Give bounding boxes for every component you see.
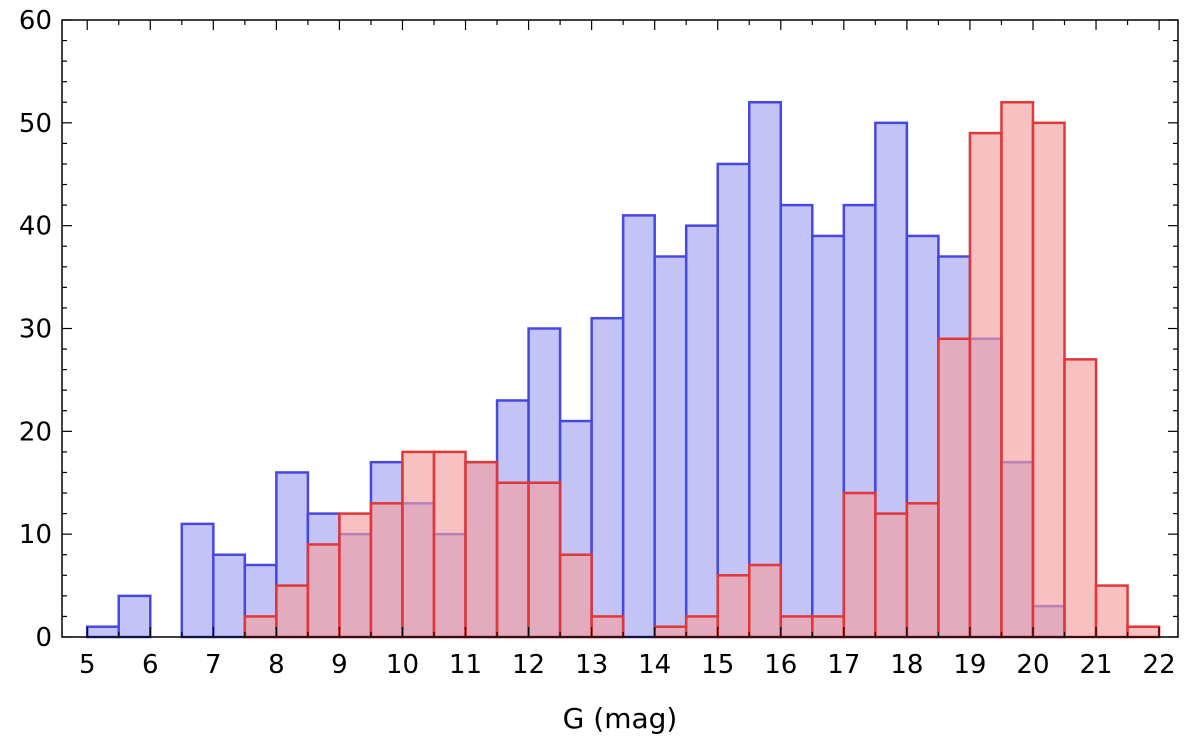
x-tick-label-5: 5 <box>79 650 96 680</box>
histogram-bar-series-1-bin-8 <box>495 481 530 639</box>
histogram-bar-series-1-bin-18 <box>811 615 846 639</box>
tick-labels-layer: 5 6 7 8 9 10 11 12 13 14 15 16 17 18 19 20 21 22 0 10 20 30 40… <box>19 6 1176 680</box>
histogram-bar-series-1-bin-20 <box>874 512 909 639</box>
x-tick-label-13: 13 <box>575 650 608 680</box>
x-tick-label-22: 22 <box>1143 650 1176 680</box>
histogram-bar-series-1-bin-2 <box>306 543 341 639</box>
histogram-bar-series-1-bin-26 <box>1063 358 1098 639</box>
histogram-bar-series-1-bin-13 <box>653 625 688 639</box>
histogram-bar-series-0-bin-22 <box>779 203 814 639</box>
x-tick-label-7: 7 <box>205 650 222 680</box>
histogram-bar-series-0-bin-3 <box>180 522 215 639</box>
histogram-bar-series-0-bin-1 <box>117 594 152 639</box>
histogram-bar-series-0-bin-20 <box>716 162 751 639</box>
histogram-bar-series-1-bin-14 <box>684 615 719 639</box>
x-tick-label-21: 21 <box>1079 650 1112 680</box>
histogram-bar-series-1-bin-7 <box>464 460 499 639</box>
x-tick-label-20: 20 <box>1016 650 1049 680</box>
histogram-bar-series-1-bin-10 <box>558 553 593 639</box>
histogram-bar-series-0-bin-23 <box>811 234 846 639</box>
histogram-bar-series-1-bin-4 <box>369 502 404 639</box>
x-tick-label-11: 11 <box>449 650 482 680</box>
y-tick-label-10: 10 <box>19 520 52 550</box>
x-tick-label-10: 10 <box>386 650 419 680</box>
x-tick-label-12: 12 <box>512 650 545 680</box>
histogram-bar-series-0-bin-0 <box>85 625 120 639</box>
histogram-bar-series-1-bin-9 <box>527 481 562 639</box>
x-tick-label-18: 18 <box>890 650 923 680</box>
x-tick-label-19: 19 <box>953 650 986 680</box>
histogram-bar-series-1-bin-27 <box>1094 584 1129 639</box>
x-axis-label: G (mag) <box>563 702 678 735</box>
histogram-bar-series-1-bin-23 <box>968 131 1003 639</box>
x-tick-label-6: 6 <box>142 650 159 680</box>
histogram-bar-series-0-bin-18 <box>653 255 688 639</box>
histogram-bar-series-1-bin-17 <box>779 615 814 639</box>
histogram-bar-series-0-bin-19 <box>684 224 719 639</box>
x-tick-label-9: 9 <box>331 650 348 680</box>
histogram-bar-series-1-bin-11 <box>590 615 625 639</box>
histogram-bar-series-0-bin-21 <box>748 101 783 639</box>
histogram-bar-series-1-bin-6 <box>432 450 467 639</box>
histogram-bar-series-1-bin-0 <box>243 615 278 639</box>
x-tick-label-16: 16 <box>764 650 797 680</box>
histogram-bar-series-1-bin-25 <box>1031 121 1066 639</box>
histogram-bar-series-1-bin-16 <box>748 563 783 639</box>
y-tick-label-60: 60 <box>19 6 52 36</box>
histogram-bar-series-1-bin-15 <box>716 574 751 639</box>
ticks-layer <box>62 19 1178 638</box>
y-tick-label-50: 50 <box>19 109 52 139</box>
histogram-bar-series-1-bin-5 <box>401 450 436 639</box>
x-tick-label-17: 17 <box>827 650 860 680</box>
bars-layer <box>85 101 1161 639</box>
histogram-bar-series-1-bin-1 <box>275 584 310 639</box>
x-tick-label-8: 8 <box>268 650 285 680</box>
y-tick-label-30: 30 <box>19 315 52 345</box>
histogram-bar-series-0-bin-4 <box>212 553 247 639</box>
histogram-bar-series-1-bin-28 <box>1126 625 1161 639</box>
x-tick-label-15: 15 <box>701 650 734 680</box>
histogram-bar-series-1-bin-24 <box>1000 101 1035 639</box>
y-tick-label-20: 20 <box>19 417 52 447</box>
histogram-bar-series-1-bin-21 <box>905 502 940 639</box>
histogram-bar-series-0-bin-17 <box>621 214 656 639</box>
histogram-bar-series-1-bin-22 <box>937 337 972 639</box>
histogram-bar-series-1-bin-3 <box>338 512 373 639</box>
histogram-bar-series-0-bin-16 <box>590 316 625 639</box>
y-tick-label-0: 0 <box>35 623 52 653</box>
histogram-bar-series-1-bin-19 <box>842 491 877 639</box>
y-tick-label-40: 40 <box>19 212 52 242</box>
x-tick-label-14: 14 <box>638 650 671 680</box>
